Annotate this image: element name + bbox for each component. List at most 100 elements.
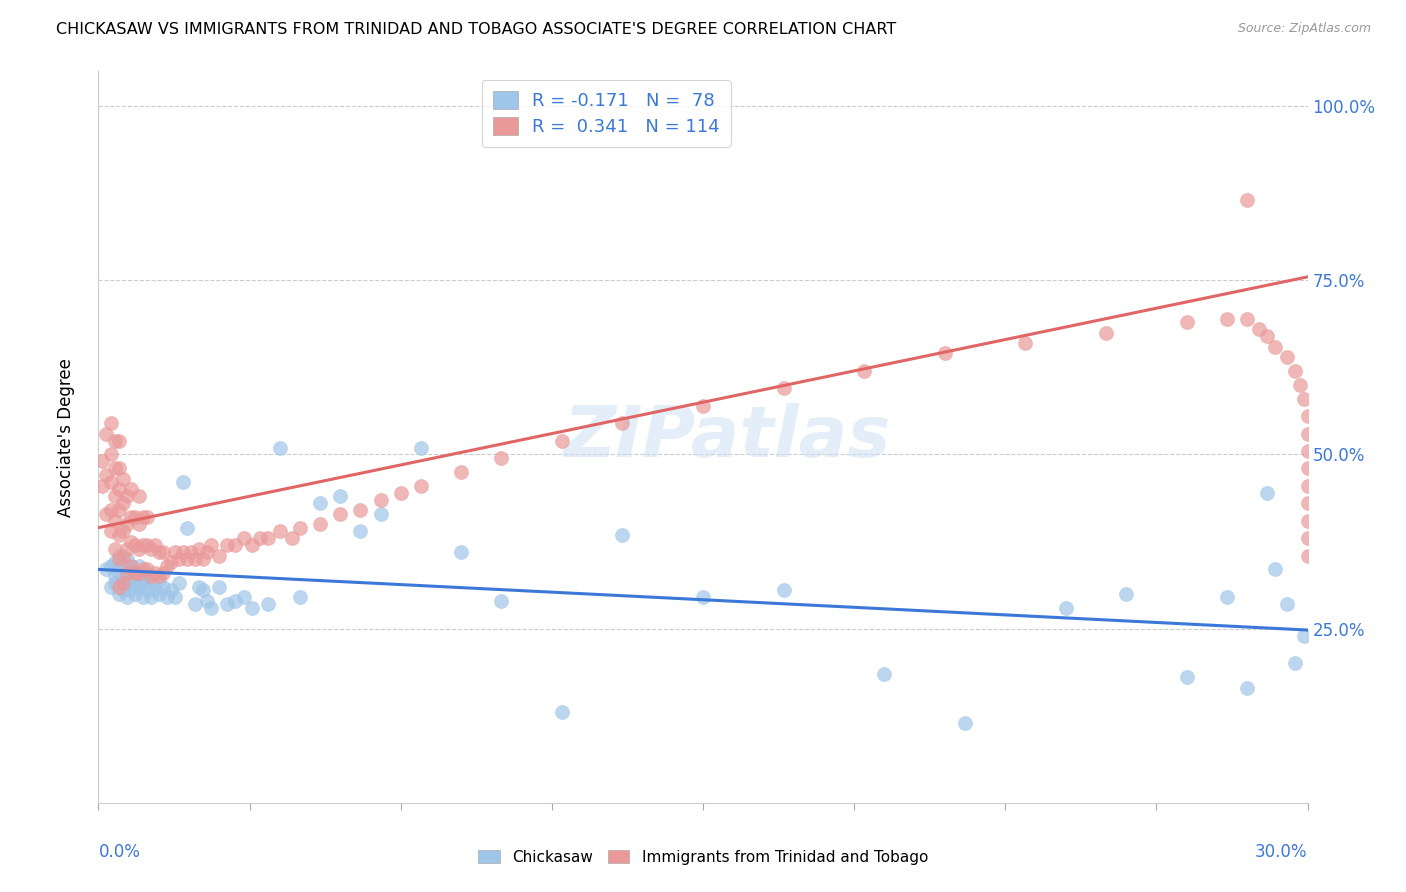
Point [128, 558, 150, 573]
Point [172, 545, 194, 559]
Point [107, 587, 129, 601]
Point [100, 503, 122, 517]
Legend: Chickasaw, Immigrants from Trinidad and Tobago: Chickasaw, Immigrants from Trinidad and … [472, 844, 934, 871]
Point [152, 566, 174, 580]
Text: Source: ZipAtlas.com: Source: ZipAtlas.com [1237, 22, 1371, 36]
Point [1249, 322, 1271, 336]
Point [1296, 426, 1319, 441]
Point [103, 556, 125, 570]
Point [120, 573, 142, 587]
Point [370, 492, 392, 507]
Point [1175, 670, 1198, 684]
Text: ZIPatlas: ZIPatlas [564, 402, 891, 472]
Point [128, 580, 150, 594]
Point [128, 489, 150, 503]
Point [120, 583, 142, 598]
Point [240, 600, 263, 615]
Point [111, 472, 134, 486]
Point [111, 583, 134, 598]
Point [100, 524, 122, 538]
Point [195, 594, 218, 608]
Point [135, 510, 157, 524]
Point [551, 434, 574, 448]
Point [953, 715, 976, 730]
Point [103, 489, 125, 503]
Point [1288, 377, 1310, 392]
Point [115, 566, 138, 580]
Point [107, 558, 129, 573]
Point [172, 475, 194, 490]
Point [139, 591, 162, 605]
Point [124, 587, 146, 601]
Point [124, 566, 146, 580]
Point [249, 531, 271, 545]
Point [269, 441, 291, 455]
Point [1236, 311, 1258, 326]
Point [132, 510, 155, 524]
Point [120, 558, 142, 573]
Point [100, 416, 122, 430]
Point [156, 591, 179, 605]
Point [115, 517, 138, 532]
Point [193, 552, 215, 566]
Point [349, 503, 371, 517]
Point [91, 479, 114, 493]
Point [107, 461, 129, 475]
Point [96, 562, 118, 576]
Text: 30.0%: 30.0% [1256, 843, 1308, 861]
Point [1296, 409, 1319, 424]
Point [1216, 591, 1239, 605]
Point [103, 434, 125, 448]
Point [200, 600, 222, 615]
Point [1296, 444, 1319, 458]
Point [329, 507, 352, 521]
Point [692, 591, 714, 605]
Y-axis label: Associate's Degree: Associate's Degree [56, 358, 75, 516]
Point [1292, 392, 1315, 406]
Point [128, 541, 150, 556]
Point [103, 569, 125, 583]
Point [1216, 311, 1239, 326]
Point [135, 538, 157, 552]
Point [195, 545, 218, 559]
Point [128, 566, 150, 580]
Point [132, 591, 155, 605]
Point [111, 524, 134, 538]
Point [132, 576, 155, 591]
Point [1236, 193, 1258, 207]
Point [1256, 329, 1278, 343]
Point [115, 576, 138, 591]
Point [256, 597, 278, 611]
Point [132, 562, 155, 576]
Point [269, 524, 291, 538]
Point [163, 591, 186, 605]
Point [1175, 315, 1198, 329]
Point [111, 496, 134, 510]
Point [115, 541, 138, 556]
Point [115, 552, 138, 566]
Point [1115, 587, 1137, 601]
Point [1095, 326, 1118, 340]
Point [1277, 350, 1299, 364]
Point [1296, 549, 1319, 563]
Point [208, 549, 231, 563]
Point [217, 538, 239, 552]
Point [148, 573, 170, 587]
Point [409, 441, 432, 455]
Point [115, 562, 138, 576]
Point [143, 538, 166, 552]
Point [124, 538, 146, 552]
Point [1264, 339, 1286, 353]
Point [103, 461, 125, 475]
Point [160, 583, 183, 598]
Point [1264, 562, 1286, 576]
Point [772, 381, 794, 395]
Point [167, 576, 190, 591]
Point [120, 558, 142, 573]
Point [128, 517, 150, 532]
Point [128, 569, 150, 583]
Point [120, 510, 142, 524]
Point [156, 558, 179, 573]
Point [120, 534, 142, 549]
Point [612, 527, 634, 541]
